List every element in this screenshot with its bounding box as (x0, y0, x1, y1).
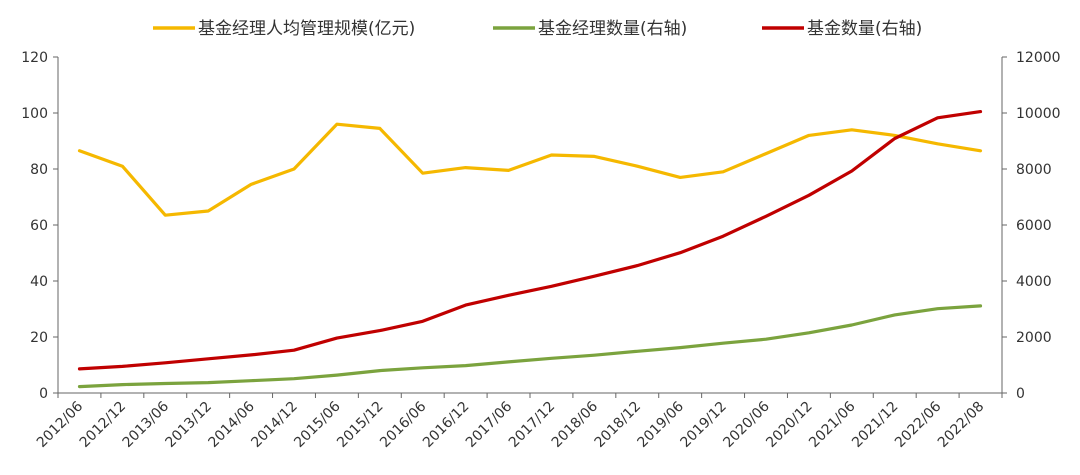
x-tick-label: 2015/06 (291, 398, 344, 451)
x-tick-label: 2012/06 (34, 398, 87, 451)
y-left-tick-label: 20 (30, 330, 48, 346)
y-right-tick-label: 12000 (1016, 50, 1061, 66)
x-tick-label: 2022/08 (935, 399, 987, 451)
series-line-1 (77, 304, 983, 389)
y-right-tick-label: 0 (1016, 386, 1025, 402)
x-tick-label: 2021/06 (806, 398, 859, 451)
y-right-tick-label: 4000 (1016, 274, 1052, 290)
x-tick-label: 2018/12 (592, 399, 644, 451)
x-tick-label: 2020/12 (763, 399, 815, 451)
x-tick-label: 2017/12 (506, 399, 558, 451)
y-left-tick-label: 0 (39, 386, 48, 402)
x-tick-label: 2015/12 (334, 399, 386, 451)
x-tick-label: 2021/12 (849, 399, 901, 451)
y-right-tick-label: 10000 (1016, 106, 1061, 122)
x-tick-label: 2018/06 (549, 398, 602, 451)
x-tick-label: 2019/06 (635, 398, 688, 451)
y-right-tick-label: 2000 (1016, 330, 1052, 346)
x-tick-label: 2014/06 (205, 398, 258, 451)
x-tick-label: 2012/12 (77, 399, 129, 451)
x-tick-label: 2016/12 (420, 399, 472, 451)
y-right-tick-label: 6000 (1016, 218, 1052, 234)
legend: 基金经理人均管理规模(亿元) 基金经理数量(右轴) 基金数量(右轴) (153, 19, 922, 39)
legend-label-1: 基金经理数量(右轴) (538, 19, 687, 39)
legend-label-0: 基金经理人均管理规模(亿元) (198, 19, 415, 39)
y-left-tick-label: 100 (21, 106, 48, 122)
legend-label-2: 基金数量(右轴) (807, 19, 922, 39)
series-line-2 (77, 109, 983, 371)
series-lines (77, 109, 983, 389)
x-tick-label: 2022/06 (892, 398, 945, 451)
x-tick-label: 2019/12 (677, 399, 729, 451)
x-tick-label: 2020/06 (720, 398, 773, 451)
y-left-tick-label: 80 (30, 162, 48, 178)
x-tick-label: 2013/06 (120, 398, 173, 451)
x-tick-label: 2013/12 (163, 399, 215, 451)
y-left-tick-label: 40 (30, 274, 48, 290)
x-tick-label: 2014/12 (248, 399, 300, 451)
axes: 0 20 40 60 80 100 120 0 2000 4000 6000 8000 10000 120… (21, 50, 1060, 451)
y-left-tick-label: 60 (30, 218, 48, 234)
y-left-tick-label: 120 (21, 50, 48, 66)
x-tick-label: 2017/06 (463, 398, 516, 451)
x-tick-label: 2016/06 (377, 398, 430, 451)
y-right-tick-label: 8000 (1016, 162, 1052, 178)
series-line-0 (77, 122, 983, 217)
